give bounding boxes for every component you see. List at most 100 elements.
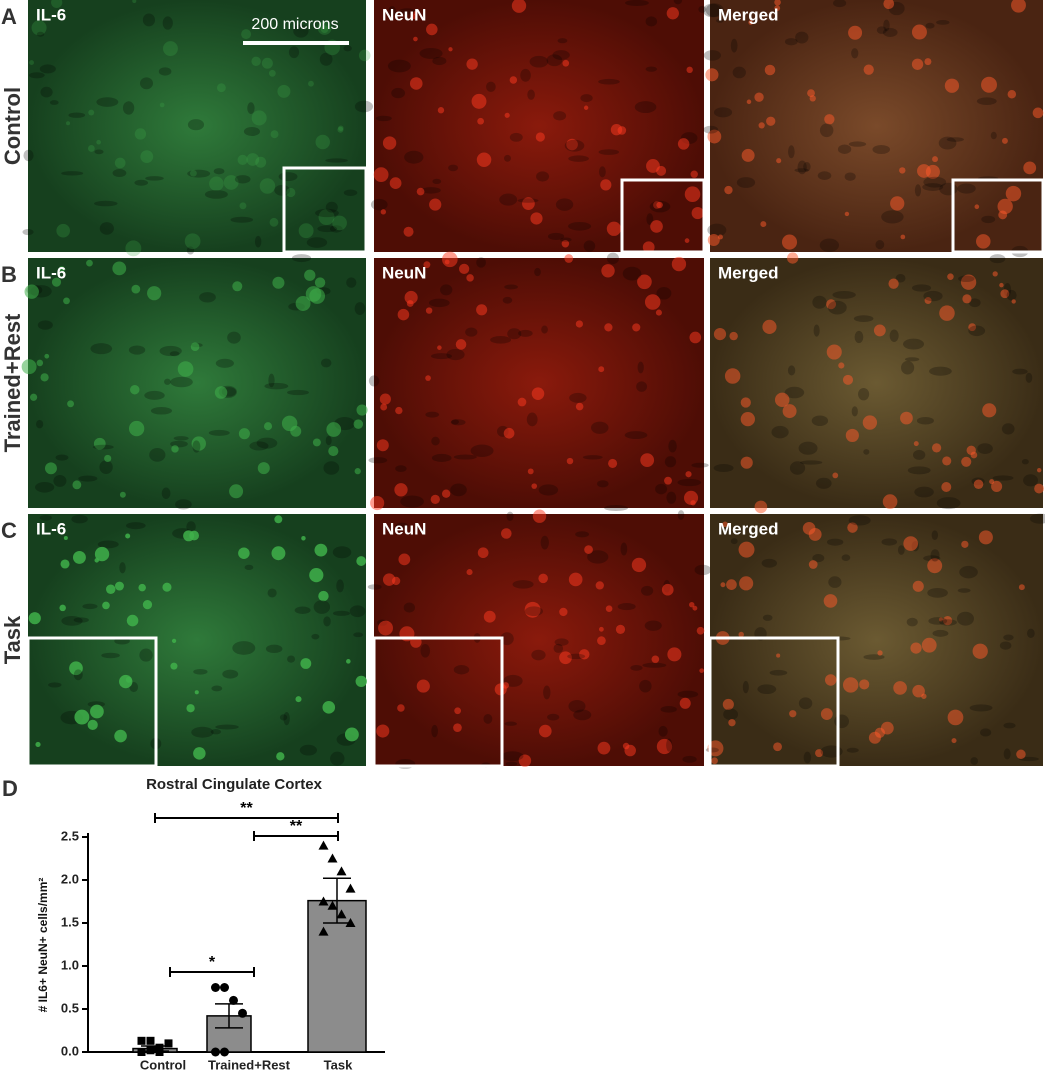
- cell: [257, 462, 270, 475]
- dark-vessel: [568, 155, 589, 162]
- dark-vessel: [617, 603, 636, 611]
- panel-letter: D: [2, 776, 18, 801]
- cell: [183, 530, 195, 542]
- cell: [423, 261, 431, 269]
- dark-vessel: [518, 329, 533, 337]
- dark-vessel: [204, 189, 228, 199]
- data-point: [146, 1046, 155, 1055]
- dark-vessel: [794, 168, 809, 173]
- cell: [429, 198, 442, 211]
- cell: [655, 309, 662, 316]
- dark-vessel: [507, 328, 522, 340]
- cell: [874, 727, 885, 738]
- dark-vessel: [126, 522, 146, 530]
- x-tick-label: Trained+Rest: [208, 1057, 291, 1072]
- cell: [683, 490, 699, 505]
- cell: [689, 601, 695, 608]
- dark-vessel: [367, 584, 382, 590]
- cell: [966, 445, 976, 456]
- dark-vessel: [531, 649, 546, 661]
- dark-vessel: [620, 542, 628, 556]
- cell: [717, 234, 723, 240]
- data-point: [155, 1043, 164, 1052]
- cell: [562, 59, 570, 67]
- dark-vessel: [139, 77, 154, 90]
- dark-vessel: [94, 200, 118, 207]
- dark-vessel: [122, 101, 135, 115]
- dark-vessel: [234, 175, 251, 184]
- dark-vessel: [555, 198, 574, 211]
- cell: [632, 323, 641, 332]
- cell: [444, 259, 450, 265]
- cell: [900, 234, 906, 240]
- cell: [532, 509, 547, 523]
- dark-vessel: [580, 94, 593, 103]
- cell: [722, 521, 728, 528]
- cell: [332, 215, 347, 231]
- cell: [406, 300, 414, 307]
- dark-vessel: [968, 298, 981, 308]
- dark-vessel: [187, 119, 205, 131]
- dark-vessel: [691, 462, 709, 468]
- scale-bar-label: 200 microns: [251, 16, 338, 33]
- dark-vessel: [175, 499, 192, 510]
- cell: [317, 21, 332, 35]
- cell: [142, 600, 153, 610]
- cell: [69, 661, 83, 676]
- error-bar: [323, 877, 351, 924]
- cell: [762, 319, 777, 334]
- cell: [924, 58, 932, 66]
- dark-vessel: [39, 64, 56, 74]
- cell: [86, 259, 93, 267]
- dark-vessel: [112, 169, 127, 178]
- cell: [318, 590, 329, 602]
- cell: [389, 177, 402, 189]
- cell: [974, 204, 980, 210]
- cell: [579, 649, 590, 660]
- dark-vessel: [883, 19, 890, 32]
- cell: [503, 427, 515, 439]
- dark-vessel: [35, 482, 55, 493]
- cell: [809, 95, 816, 102]
- cell: [304, 269, 316, 281]
- cell: [666, 7, 679, 20]
- dark-vessel: [538, 484, 559, 496]
- cell: [713, 328, 727, 341]
- cell: [21, 359, 37, 375]
- dark-vessel: [844, 172, 856, 181]
- dark-vessel: [624, 431, 648, 440]
- micrograph: [370, 0, 707, 254]
- cell: [758, 122, 765, 129]
- dark-vessel: [834, 714, 850, 729]
- dark-vessel: [215, 724, 239, 730]
- dark-vessel: [501, 751, 524, 761]
- cell: [476, 152, 492, 168]
- cell: [575, 320, 583, 328]
- dark-vessel: [1001, 423, 1015, 435]
- cell: [94, 546, 110, 562]
- dark-vessel: [557, 38, 568, 44]
- cell: [1007, 90, 1017, 99]
- dark-vessel: [230, 216, 254, 223]
- dark-vessel: [450, 419, 466, 426]
- cell: [848, 25, 863, 40]
- cell: [711, 757, 718, 765]
- dark-vessel: [819, 238, 840, 252]
- dark-vessel: [465, 327, 478, 337]
- cell: [951, 738, 957, 744]
- dark-vessel: [330, 751, 345, 766]
- cell: [842, 677, 859, 693]
- dark-vessel: [279, 714, 288, 721]
- dark-vessel: [837, 144, 852, 154]
- inset: [282, 166, 368, 254]
- cell: [72, 480, 82, 490]
- cell: [824, 114, 835, 125]
- dark-vessel: [274, 184, 291, 196]
- cell: [314, 277, 326, 288]
- cell: [766, 116, 776, 126]
- dark-vessel: [698, 5, 707, 13]
- cell: [314, 543, 328, 557]
- cell: [656, 738, 673, 755]
- dark-vessel: [828, 576, 842, 588]
- cell: [746, 99, 752, 105]
